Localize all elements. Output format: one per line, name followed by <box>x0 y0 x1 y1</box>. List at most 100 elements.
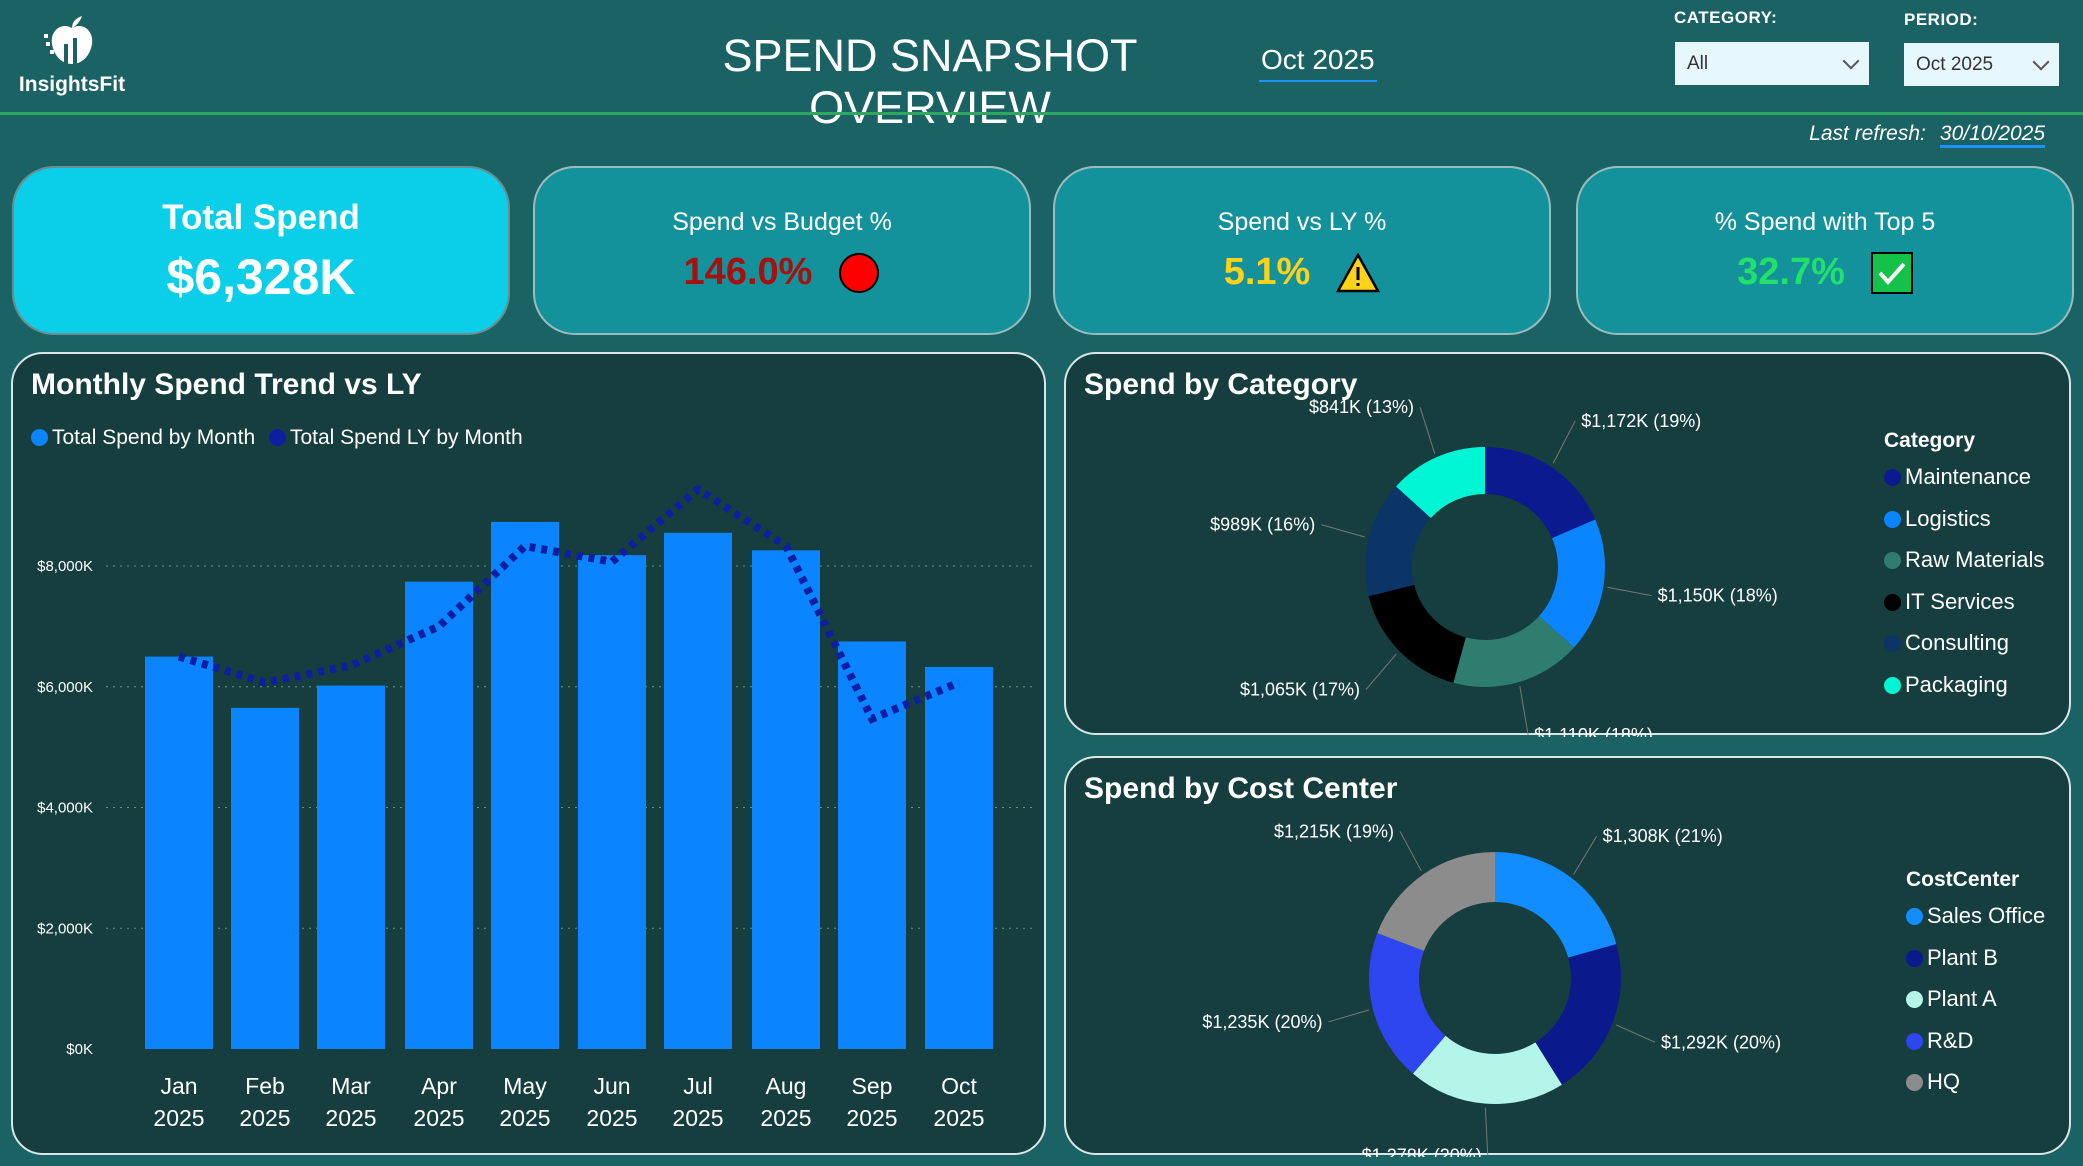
kpi-total-spend: Total Spend $6,328K <box>12 166 510 335</box>
legend-label: Plant B <box>1927 944 1998 970</box>
x-tick-label: Jul <box>683 1073 712 1099</box>
legend-item[interactable]: Plant B <box>1906 945 1998 971</box>
slice-hq <box>1377 852 1495 951</box>
legend-item[interactable]: Total Spend LY by Month <box>289 426 523 449</box>
kpi-spend-vs-budget: Spend vs Budget % 146.0% <box>533 166 1031 335</box>
data-label: $1,172K (19%) <box>1581 411 1701 431</box>
legend-item[interactable]: HQ <box>1906 1069 1960 1095</box>
legend-marker <box>1906 1074 1923 1091</box>
kpi-title: % Spend with Top 5 <box>1714 208 1936 236</box>
cost-center-donut: $1,308K (21%) $1,292K (20%) $1,278K (20%) $… <box>1202 821 1781 1157</box>
slice-it-services <box>1368 584 1466 683</box>
x-tick-label: 2025 <box>760 1105 811 1131</box>
ly-line <box>177 484 961 724</box>
leader-line <box>1365 653 1397 690</box>
chart-legend: Total Spend by Month Total Spend LY by M… <box>31 426 523 450</box>
data-label: $1,215K (19%) <box>1274 821 1394 841</box>
slice-sales-office <box>1495 852 1617 958</box>
x-tick-label: Mar <box>331 1073 371 1099</box>
legend-marker <box>268 429 286 446</box>
data-label: $1,278K (20%) <box>1362 1146 1482 1157</box>
apple-logo-icon <box>44 16 93 64</box>
cost-center-panel: Spend by Cost Center $1,308K (21%) $1,292… <box>1064 756 2071 1157</box>
legend-label: Plant A <box>1927 986 1997 1011</box>
data-label: $1,292K (20%) <box>1661 1032 1781 1052</box>
x-tick-label: May <box>503 1073 547 1099</box>
legend-item[interactable]: Maintenance <box>1884 464 2031 490</box>
chart-title: Monthly Spend Trend vs LY <box>31 368 422 401</box>
chevron-down-icon <box>2032 53 2050 70</box>
logo: InsightsFit <box>12 14 132 97</box>
category-donut: $1,172K (19%) $1,150K (18%) $1,110K (18%) $… <box>1210 397 1778 737</box>
logo-text: InsightsFit <box>18 73 126 96</box>
x-tick-label: Jan <box>160 1073 197 1099</box>
kpi-title: Spend vs Budget % <box>672 208 892 236</box>
legend-item[interactable]: IT Services <box>1884 589 2015 615</box>
legend-title: Category <box>1884 429 1976 452</box>
y-tick-label: $8,000K <box>37 558 93 575</box>
legend-item[interactable]: Total Spend by Month <box>52 426 256 449</box>
legend-marker <box>1906 949 1923 967</box>
x-tick-label: Jun <box>593 1073 630 1099</box>
period-dropdown-value: Oct 2025 <box>1916 53 1994 75</box>
leader-line <box>1328 1009 1370 1023</box>
legend-item[interactable]: Plant A <box>1906 986 1997 1012</box>
x-tick-label: Oct <box>941 1073 977 1099</box>
legend-title: CostCenter <box>1906 868 2020 891</box>
leader-line <box>1321 524 1365 538</box>
category-panel: Spend by Category $1,172K (19%) $1,150K (… <box>1064 352 2071 737</box>
period-filter-label: PERIOD: <box>1904 10 1979 29</box>
x-tick-label: Sep <box>852 1073 893 1099</box>
bar-jun-2025 <box>578 555 646 1049</box>
legend-item[interactable]: Logistics <box>1884 506 1991 532</box>
legend-marker <box>1884 510 1901 528</box>
category-dropdown-value: All <box>1687 52 1709 74</box>
legend-marker <box>1884 593 1901 611</box>
legend-item[interactable]: R&D <box>1906 1028 1973 1054</box>
y-tick-label: $4,000K <box>37 800 93 817</box>
kpi-title: Total Spend <box>162 198 360 237</box>
legend-label: Logistics <box>1905 505 1991 531</box>
category-dropdown[interactable]: All <box>1675 42 1869 85</box>
legend-label: Consulting <box>1905 630 2009 655</box>
y-tick-label: $6,000K <box>37 679 93 696</box>
x-tick-label: Aug <box>766 1073 807 1099</box>
category-filter-label: CATEGORY: <box>1674 8 1778 27</box>
x-tick-label: Apr <box>421 1073 457 1099</box>
data-label: $1,150K (18%) <box>1658 586 1778 606</box>
x-tick-label: 2025 <box>239 1105 290 1131</box>
data-label: $841K (13%) <box>1309 397 1414 417</box>
kpi-top5-spend: % Spend with Top 5 32.7% <box>1576 166 2074 335</box>
bar-sep-2025 <box>838 641 906 1049</box>
bar-chart: $0K $2,000K $4,000K $6,000K $8,000K Jan 2025 Fe… <box>37 484 1033 1131</box>
bar-may-2025 <box>491 521 559 1049</box>
legend-label: Sales Office <box>1927 903 2046 928</box>
last-refresh-date: 30/10/2025 <box>1939 122 2045 148</box>
page-title: SPEND SNAPSHOT OVERVIEW <box>722 30 1138 133</box>
legend-item[interactable]: Sales Office <box>1906 903 2045 929</box>
legend-label: R&D <box>1927 1027 1974 1053</box>
monthly-trend-panel: Monthly Spend Trend vs LY Total Spend by… <box>11 352 1046 1155</box>
chevron-down-icon <box>1842 52 1860 69</box>
legend-marker <box>1906 908 1923 925</box>
warning-triangle-icon <box>1336 252 1381 292</box>
leader-line <box>1419 406 1436 454</box>
legend-item[interactable]: Consulting <box>1884 630 2009 656</box>
y-tick-label: $2,000K <box>37 920 93 937</box>
data-label: $1,308K (21%) <box>1603 826 1723 846</box>
legend-item[interactable]: Raw Materials <box>1884 547 2044 573</box>
red-circle-icon <box>839 252 880 293</box>
x-tick-label: 2025 <box>672 1105 723 1131</box>
legend-label: Maintenance <box>1905 464 2031 489</box>
leader-line <box>1573 835 1598 875</box>
kpi-value: $6,328K <box>166 249 356 305</box>
leader-line <box>1484 1107 1489 1156</box>
slice-maintenance <box>1485 447 1596 539</box>
legend-marker <box>1906 991 1923 1008</box>
leader-line <box>1399 831 1422 872</box>
legend-item[interactable]: Packaging <box>1884 672 2008 698</box>
slice-consulting <box>1365 486 1431 597</box>
x-tick-label: 2025 <box>846 1105 897 1131</box>
period-dropdown[interactable]: Oct 2025 <box>1904 43 2059 86</box>
x-tick-label: Feb <box>245 1073 285 1099</box>
